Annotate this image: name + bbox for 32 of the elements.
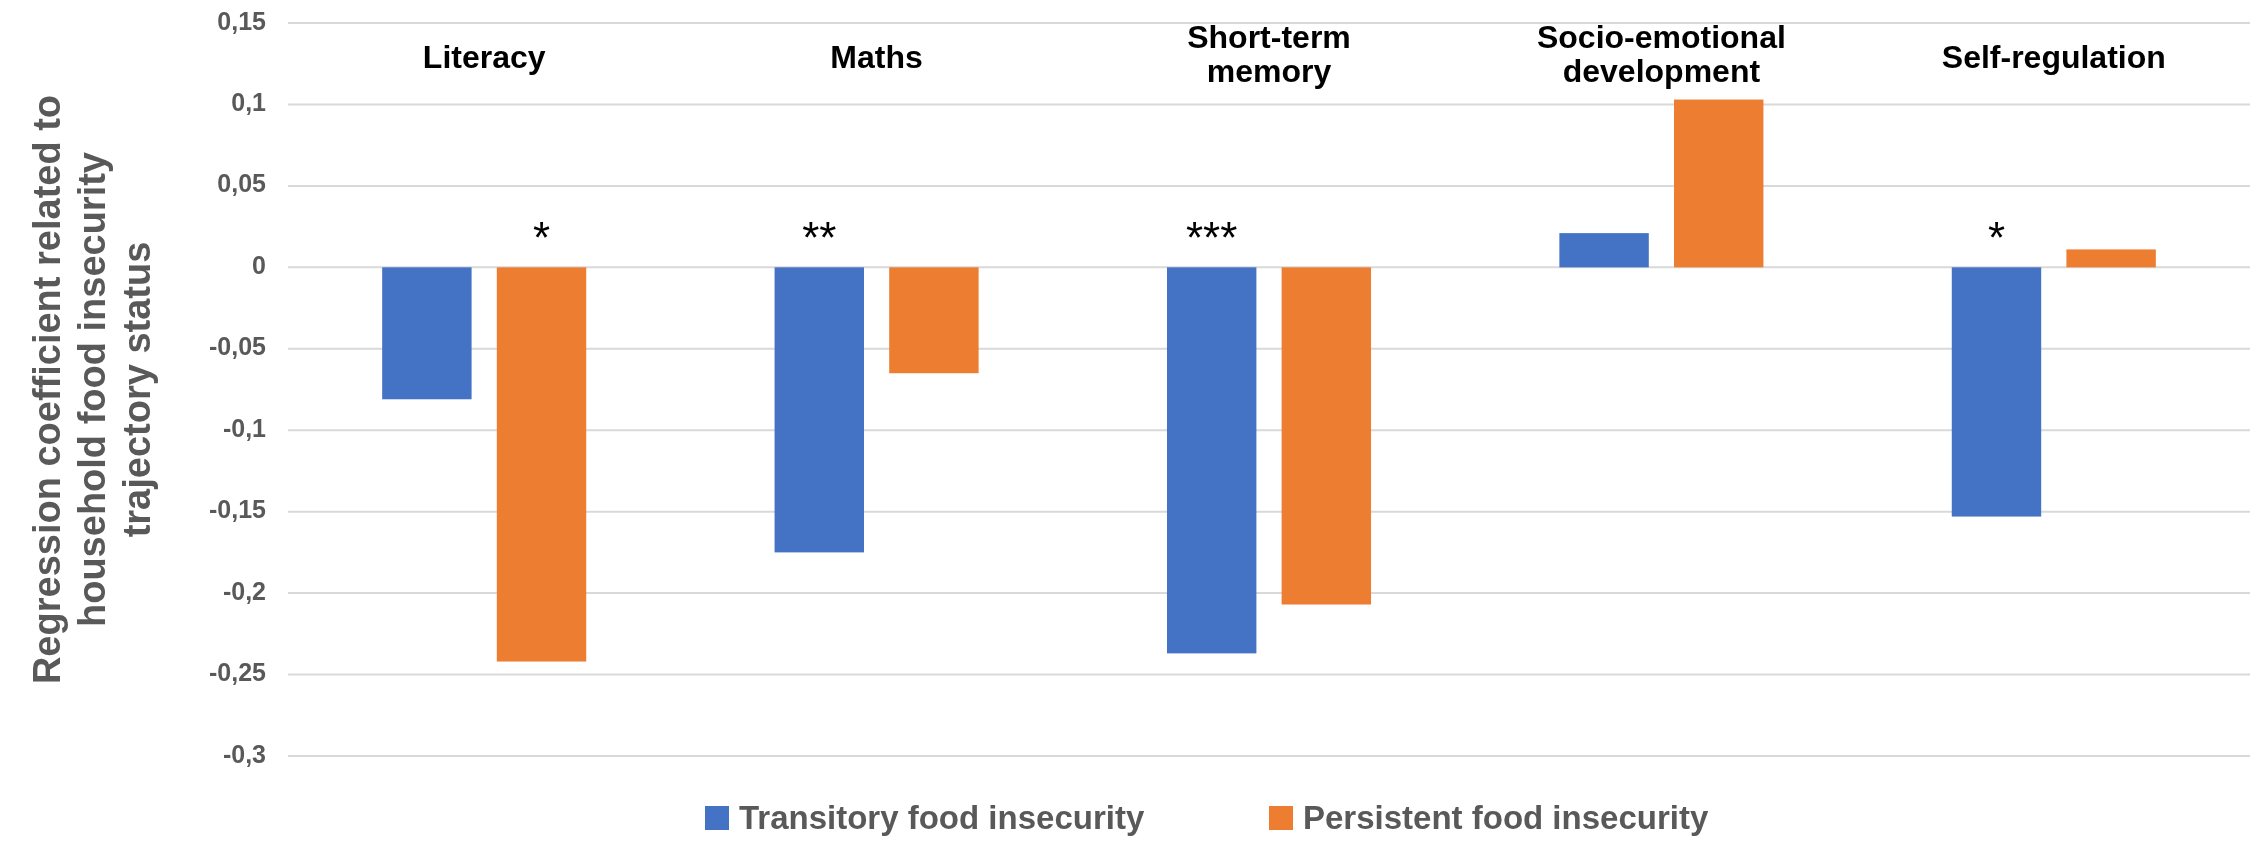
x-tick-label: Literacy bbox=[422, 39, 546, 75]
x-tick-label: Short-term memory bbox=[1187, 19, 1351, 89]
bar bbox=[889, 267, 979, 374]
y-tick-label: 0,05 bbox=[217, 169, 267, 198]
x-tick-label: Maths bbox=[830, 39, 923, 75]
bar bbox=[382, 267, 472, 400]
y-tick-label: 0,15 bbox=[217, 6, 267, 35]
bar bbox=[774, 267, 864, 553]
y-tick-label: -0,15 bbox=[209, 495, 267, 524]
bar bbox=[1166, 267, 1257, 654]
y-tick-label: -0,1 bbox=[222, 413, 267, 442]
legend-label: Transitory food insecurity bbox=[739, 798, 1145, 836]
y-tick-label: 0,1 bbox=[231, 88, 267, 117]
y-tick-label: 0 bbox=[252, 250, 266, 279]
bar bbox=[2066, 249, 2156, 268]
bar bbox=[1951, 267, 2042, 517]
bar bbox=[1559, 233, 1649, 268]
y-tick-label: -0,25 bbox=[209, 658, 267, 687]
legend-label: Persistent food insecurity bbox=[1303, 798, 1709, 836]
bar bbox=[1281, 267, 1372, 605]
y-tick-label: -0,3 bbox=[222, 739, 266, 768]
data-label: *** bbox=[1186, 213, 1238, 263]
bar bbox=[496, 267, 587, 662]
bar bbox=[1674, 99, 1764, 268]
data-label: * bbox=[532, 213, 551, 263]
x-tick-label: Socio-emotional development bbox=[1536, 19, 1786, 89]
data-label: ** bbox=[802, 213, 837, 263]
data-label: * bbox=[1987, 213, 2006, 263]
y-tick-label: -0,05 bbox=[209, 332, 267, 361]
y-tick-label: -0,2 bbox=[222, 576, 266, 605]
y-axis-title: Regression coefficient related to household food insecurity trajectory status bbox=[26, 94, 158, 685]
x-tick-label: Self-regulation bbox=[1941, 39, 2166, 75]
